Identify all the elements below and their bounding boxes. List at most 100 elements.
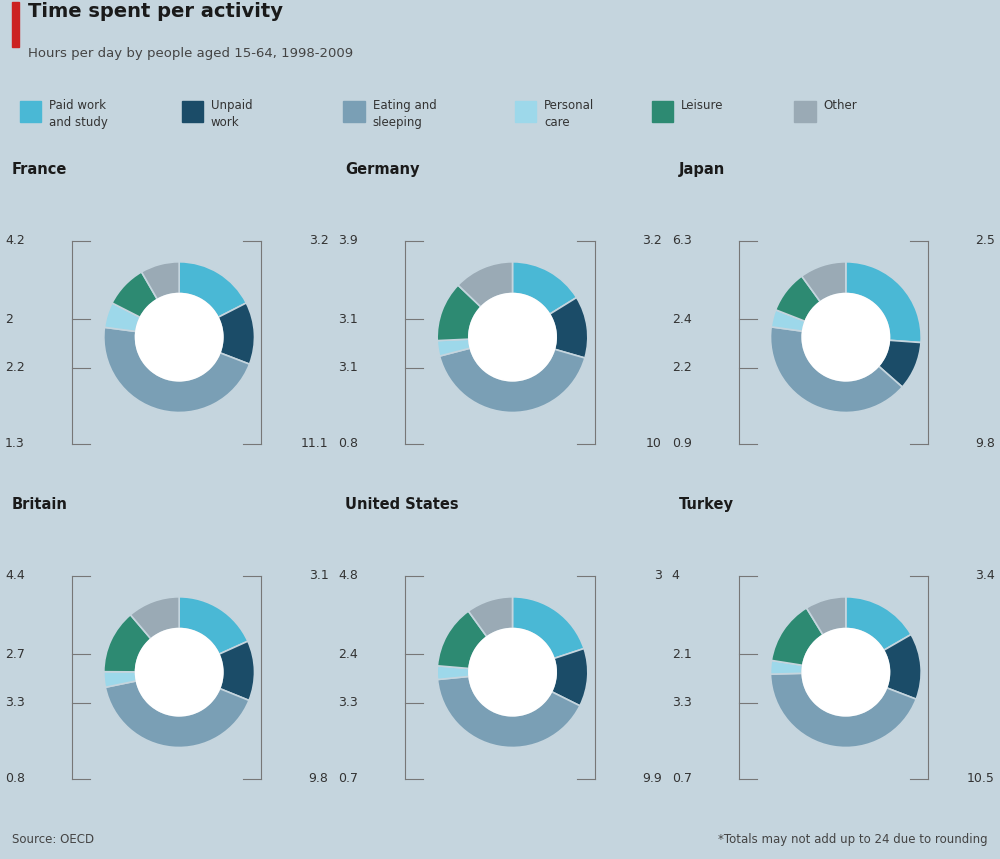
Wedge shape xyxy=(104,303,140,332)
Text: 2.5: 2.5 xyxy=(975,235,995,247)
Text: 11.1: 11.1 xyxy=(301,437,328,450)
Wedge shape xyxy=(846,262,921,343)
Text: Other: Other xyxy=(823,99,857,112)
Wedge shape xyxy=(550,297,588,358)
Text: United States: United States xyxy=(345,497,459,512)
Bar xyxy=(343,101,365,123)
Wedge shape xyxy=(458,262,513,307)
Text: 3: 3 xyxy=(654,570,662,582)
Wedge shape xyxy=(437,666,469,679)
Wedge shape xyxy=(437,339,470,356)
Text: 2.4: 2.4 xyxy=(672,313,691,326)
Text: 4.4: 4.4 xyxy=(5,570,25,582)
Text: 10.5: 10.5 xyxy=(967,772,995,785)
Text: 2.4: 2.4 xyxy=(338,648,358,661)
Wedge shape xyxy=(512,262,577,314)
Wedge shape xyxy=(468,597,512,637)
Text: Eating and
sleeping: Eating and sleeping xyxy=(373,99,436,129)
Wedge shape xyxy=(771,310,805,332)
Text: 2.2: 2.2 xyxy=(5,361,25,374)
Text: 3.2: 3.2 xyxy=(642,235,662,247)
Text: *Totals may not add up to 24 due to rounding: *Totals may not add up to 24 due to roun… xyxy=(718,833,988,846)
Bar xyxy=(182,101,203,123)
Wedge shape xyxy=(776,276,820,321)
Circle shape xyxy=(469,629,556,716)
Circle shape xyxy=(802,629,890,716)
Circle shape xyxy=(135,629,223,716)
Text: 3.1: 3.1 xyxy=(309,570,328,582)
Text: 0.7: 0.7 xyxy=(338,772,358,785)
Text: 0.7: 0.7 xyxy=(672,772,692,785)
Bar xyxy=(652,101,673,123)
Text: Unpaid
work: Unpaid work xyxy=(211,99,253,129)
Text: 3.1: 3.1 xyxy=(338,313,358,326)
Wedge shape xyxy=(440,348,585,412)
Text: 3.9: 3.9 xyxy=(338,235,358,247)
Wedge shape xyxy=(771,608,823,666)
Text: France: France xyxy=(12,162,67,177)
Wedge shape xyxy=(142,262,179,299)
Wedge shape xyxy=(112,272,157,317)
Wedge shape xyxy=(846,597,911,650)
Wedge shape xyxy=(104,327,249,412)
Text: 10: 10 xyxy=(646,437,662,450)
Wedge shape xyxy=(802,262,846,302)
Circle shape xyxy=(802,294,890,381)
Text: 2.7: 2.7 xyxy=(5,648,25,661)
Text: 3.3: 3.3 xyxy=(5,696,25,709)
Text: 0.9: 0.9 xyxy=(672,437,692,450)
Wedge shape xyxy=(218,303,254,364)
Text: 4.8: 4.8 xyxy=(338,570,358,582)
Text: Leisure: Leisure xyxy=(681,99,724,112)
Bar xyxy=(515,101,536,123)
Text: 0.8: 0.8 xyxy=(338,437,358,450)
Text: Personal
care: Personal care xyxy=(544,99,594,129)
Text: Germany: Germany xyxy=(345,162,420,177)
Wedge shape xyxy=(552,649,588,706)
Wedge shape xyxy=(437,611,487,668)
Text: 4: 4 xyxy=(672,570,680,582)
Text: 9.8: 9.8 xyxy=(975,437,995,450)
Bar xyxy=(794,101,816,123)
Text: 0.8: 0.8 xyxy=(5,772,25,785)
Text: 3.3: 3.3 xyxy=(672,696,691,709)
Text: Time spent per activity: Time spent per activity xyxy=(28,2,283,21)
Text: 3.2: 3.2 xyxy=(309,235,328,247)
Bar xyxy=(12,2,19,47)
Wedge shape xyxy=(437,285,481,340)
Wedge shape xyxy=(179,262,246,317)
Wedge shape xyxy=(104,672,136,687)
Text: 3.1: 3.1 xyxy=(338,361,358,374)
Bar xyxy=(20,101,41,123)
Wedge shape xyxy=(512,597,584,659)
Text: 1.3: 1.3 xyxy=(5,437,25,450)
Text: Paid work
and study: Paid work and study xyxy=(49,99,108,129)
Text: 2.2: 2.2 xyxy=(672,361,691,374)
Wedge shape xyxy=(105,681,249,747)
Wedge shape xyxy=(771,673,916,747)
Wedge shape xyxy=(879,340,921,387)
Wedge shape xyxy=(438,676,580,747)
Text: 9.8: 9.8 xyxy=(308,772,328,785)
Text: 3.3: 3.3 xyxy=(338,696,358,709)
Wedge shape xyxy=(104,615,151,672)
Wedge shape xyxy=(770,661,803,674)
Text: 2: 2 xyxy=(5,313,13,326)
Text: 4.2: 4.2 xyxy=(5,235,25,247)
Text: Britain: Britain xyxy=(12,497,68,512)
Text: Turkey: Turkey xyxy=(679,497,734,512)
Wedge shape xyxy=(179,597,248,655)
Text: 2.1: 2.1 xyxy=(672,648,691,661)
Text: Source: OECD: Source: OECD xyxy=(12,833,94,846)
Wedge shape xyxy=(219,641,254,700)
Text: 9.9: 9.9 xyxy=(642,772,662,785)
Text: 6.3: 6.3 xyxy=(672,235,691,247)
Wedge shape xyxy=(130,597,179,639)
Text: Hours per day by people aged 15-64, 1998-2009: Hours per day by people aged 15-64, 1998… xyxy=(28,47,353,60)
Wedge shape xyxy=(771,327,902,412)
Text: 3.4: 3.4 xyxy=(975,570,995,582)
Text: Japan: Japan xyxy=(679,162,725,177)
Wedge shape xyxy=(806,597,846,635)
Circle shape xyxy=(135,294,223,381)
Wedge shape xyxy=(884,635,921,699)
